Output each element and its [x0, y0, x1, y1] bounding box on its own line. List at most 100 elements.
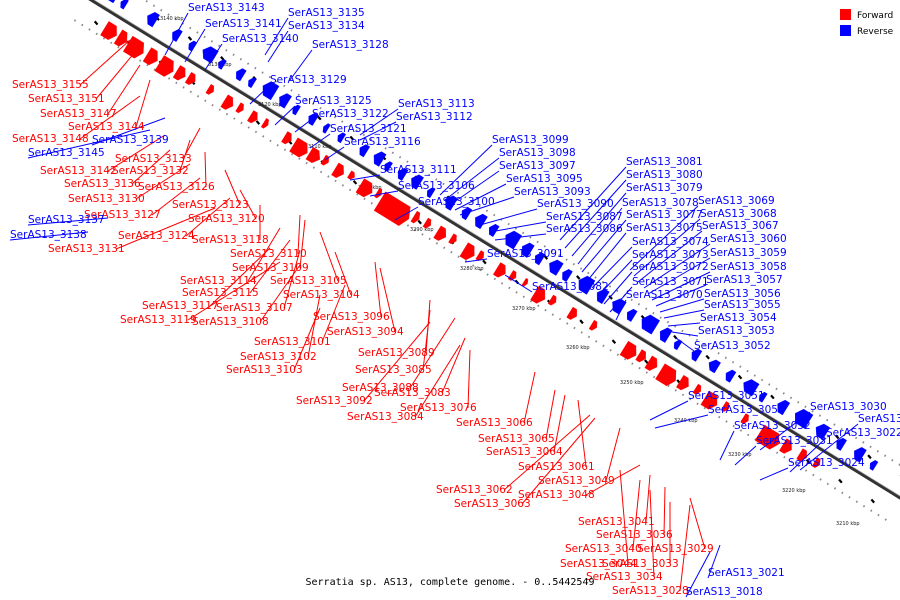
forward-leader-line [135, 79, 151, 128]
reverse-gene-arrow [373, 151, 387, 167]
forward-gene-label: SerAS13_3076 [400, 402, 477, 414]
reverse-gene-arrow [777, 399, 791, 416]
reverse-gene-label: SerAS13_3024 [788, 457, 865, 469]
reverse-gene-label: SerAS13_3067 [702, 220, 779, 232]
forward-gene-label: SerAS13_3109 [232, 262, 309, 274]
gene-labels: SerAS13_3155SerAS13_3151SerAS13_3147SerA… [10, 2, 900, 598]
reverse-gene-label: SerAS13_3055 [704, 299, 781, 311]
reverse-leader-line [349, 174, 381, 181]
reverse-leader-line [394, 206, 419, 221]
reverse-gene-arrow [218, 59, 227, 70]
forward-gene-label: SerAS13_3107 [216, 302, 293, 314]
forward-leader-line [379, 267, 396, 333]
reverse-gene-arrow [578, 275, 596, 295]
reverse-leader-line [204, 43, 223, 71]
reverse-gene-label: SerAS13_3022 [826, 427, 900, 439]
scale-tick-label: 3120 kbp [258, 102, 282, 108]
forward-leader-line [95, 51, 136, 100]
reverse-gene-arrow [708, 359, 721, 374]
reverse-leader-line [27, 217, 109, 226]
label-leader-lines [9, 12, 859, 598]
reverse-gene-label: SerAS13_3079 [626, 182, 703, 194]
forward-gene-label: SerAS13_3066 [456, 417, 533, 429]
legend-reverse-label: Reverse [857, 27, 894, 37]
forward-leader-line [249, 239, 291, 294]
reverse-gene-label: SerAS13_3097 [499, 160, 576, 172]
reverse-gene-label: SerAS13_3069 [698, 195, 775, 207]
forward-gene-label: SerAS13_3049 [538, 475, 615, 487]
reverse-gene-arrow [279, 93, 292, 109]
forward-gene-label: SerAS13_3028 [612, 585, 689, 597]
reverse-gene-arrow [759, 391, 768, 403]
forward-gene-arrow [100, 21, 117, 40]
scale-tick-mark [543, 255, 549, 260]
scale-tick-mark [834, 434, 840, 440]
reverse-gene-label: SerAS13_3116 [344, 136, 421, 148]
forward-gene-label: SerAS13_3096 [313, 311, 390, 323]
reverse-gene-arrow [411, 174, 424, 190]
forward-gene-arrow [113, 29, 128, 47]
reverse-leader-line [591, 246, 633, 289]
reverse-leader-line [609, 286, 633, 313]
scale-tick-mark [317, 115, 322, 121]
forward-gene-label: SerAS13_3147 [40, 108, 117, 120]
reverse-gene-label: SerAS13_3053 [698, 325, 775, 337]
forward-gene-label: SerAS13_3130 [68, 193, 145, 205]
forward-gene-label: SerAS13_3117 [142, 300, 219, 312]
reverse-gene-arrow [626, 308, 638, 322]
reverse-gene-arrow [108, 0, 116, 4]
forward-gene-arrow [492, 262, 506, 278]
forward-gene-label: SerAS13_3062 [436, 484, 513, 496]
reverse-gene-arrow [359, 144, 371, 158]
forward-gene-arrow [530, 285, 546, 304]
reverse-gene-label: SerAS13_3052 [694, 340, 771, 352]
forward-leader-line [619, 469, 629, 565]
reverse-gene-arrow [202, 46, 219, 64]
forward-gene-label: SerAS13_3103 [226, 364, 303, 376]
reverse-leader-line [637, 230, 703, 283]
reverse-leader-line [294, 118, 313, 133]
forward-gene-arrow [422, 217, 432, 229]
forward-gene-arrow [459, 242, 475, 261]
forward-leader-line [185, 197, 231, 237]
forward-leader-line [689, 497, 706, 550]
reverse-gene-arrow [815, 423, 831, 440]
reverse-gene-label: SerAS13_3059 [710, 247, 787, 259]
forward-gene-label: SerAS13_3115 [182, 287, 259, 299]
reverse-gene-label: SerAS13_3099 [492, 134, 569, 146]
forward-gene-arrow [172, 65, 186, 81]
reverse-gene-label: SerAS13_3080 [626, 169, 703, 181]
reverse-gene-label: SerAS13_3051 [688, 390, 765, 402]
scale-tick-mark [187, 36, 193, 41]
forward-gene-label: SerAS13_3092 [296, 395, 373, 407]
forward-gene-label: SerAS13_3108 [192, 316, 269, 328]
reverse-gene-label: SerAS13_3125 [295, 95, 372, 107]
reverse-leader-line [289, 49, 313, 81]
reverse-gene-arrow [147, 11, 160, 28]
reverse-leader-line [659, 298, 705, 313]
forward-gene-arrow [184, 71, 196, 85]
reverse-gene-arrow [236, 68, 247, 82]
scale-tick-label: 3270 kbp [512, 306, 536, 312]
reverse-guide-dots [142, 0, 900, 467]
reverse-leader-line [671, 331, 699, 337]
forward-leader-line [414, 344, 461, 418]
reverse-gene-label: SerAS13_3113 [398, 98, 475, 110]
forward-gene-arrow [142, 47, 158, 66]
forward-gene-label: SerAS13_3061 [518, 461, 595, 473]
forward-gene-label: SerAS13_3083 [374, 387, 451, 399]
reverse-gene-label: SerAS13_3090 [537, 198, 614, 210]
reverse-leader-line [464, 258, 488, 263]
scale-tick-mark [576, 275, 581, 280]
scale-tick-mark [482, 259, 487, 265]
reverse-gene-arrow [795, 408, 814, 429]
reverse-leader-line [369, 190, 399, 197]
forward-gene-arrow [547, 294, 557, 306]
forward-leader-line [632, 479, 641, 550]
reverse-gene-label: SerAS13_3140 [222, 33, 299, 45]
forward-gene-arrow [320, 154, 330, 166]
scale-tick-mark [417, 219, 422, 225]
reverse-gene-label: SerAS13_3093 [514, 186, 591, 198]
reverse-gene-label: SerAS13_3098 [499, 147, 576, 159]
forward-gene-arrow [305, 146, 320, 164]
